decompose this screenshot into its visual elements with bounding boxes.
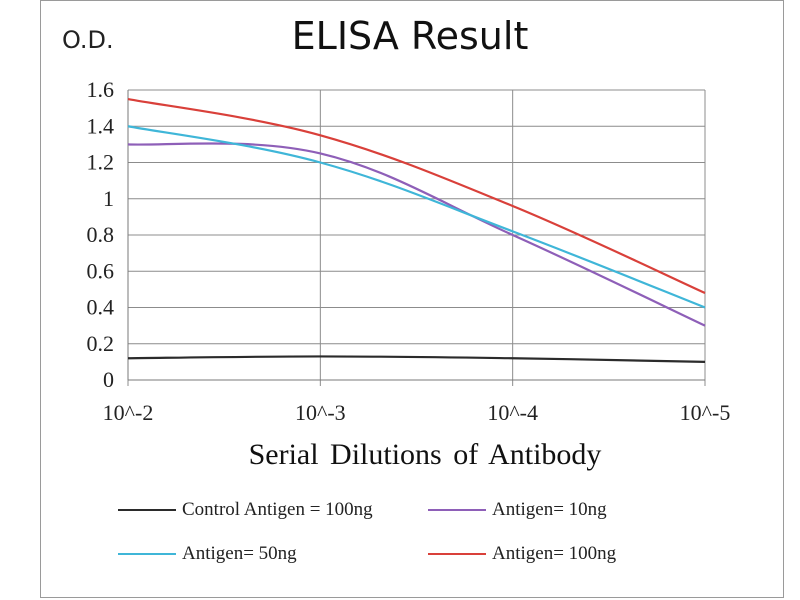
legend: Control Antigen = 100ng Antigen= 10ng An… [110, 495, 670, 585]
legend-swatch-50ng [118, 553, 176, 555]
y-tick-label: 0.2 [87, 331, 115, 356]
legend-label-50ng: Antigen= 50ng [182, 543, 297, 564]
y-tick-label: 1.2 [87, 150, 115, 175]
y-axis-label: O.D. [62, 26, 114, 54]
y-tick-label: 0.6 [87, 258, 115, 283]
x-tick-label: 10^-5 [680, 400, 731, 425]
x-tick-label: 10^-2 [103, 400, 154, 425]
y-tick-label: 0.4 [87, 295, 115, 320]
legend-item-control: Control Antigen = 100ng [118, 499, 373, 521]
series-line-0 [127, 355, 706, 363]
legend-swatch-10ng [428, 509, 486, 511]
x-axis-label: Serial Dilutions of Antibody [248, 438, 602, 471]
legend-item-100ng: Antigen= 100ng [428, 543, 616, 565]
legend-label-100ng: Antigen= 100ng [492, 543, 617, 564]
series-line-3 [127, 97, 706, 295]
x-tick-label: 10^-4 [487, 400, 538, 425]
series-line-2 [127, 125, 706, 309]
series-line-1 [127, 142, 706, 327]
legend-swatch-100ng [428, 553, 486, 555]
chart-frame [40, 0, 784, 598]
legend-swatch-control [118, 509, 176, 511]
y-tick-label: 1.6 [87, 77, 115, 102]
legend-item-50ng: Antigen= 50ng [118, 543, 297, 565]
y-tick-label: 1.4 [87, 113, 115, 138]
legend-item-10ng: Antigen= 10ng [428, 499, 607, 521]
y-tick-label: 1 [103, 186, 114, 211]
chart-title: ELISA Result [291, 14, 529, 58]
x-tick-label: 10^-3 [295, 400, 346, 425]
legend-label-control: Control Antigen = 100ng [182, 499, 373, 520]
y-tick-label: 0 [103, 367, 114, 392]
y-tick-label: 0.8 [87, 222, 115, 247]
legend-label-10ng: Antigen= 10ng [492, 499, 607, 520]
